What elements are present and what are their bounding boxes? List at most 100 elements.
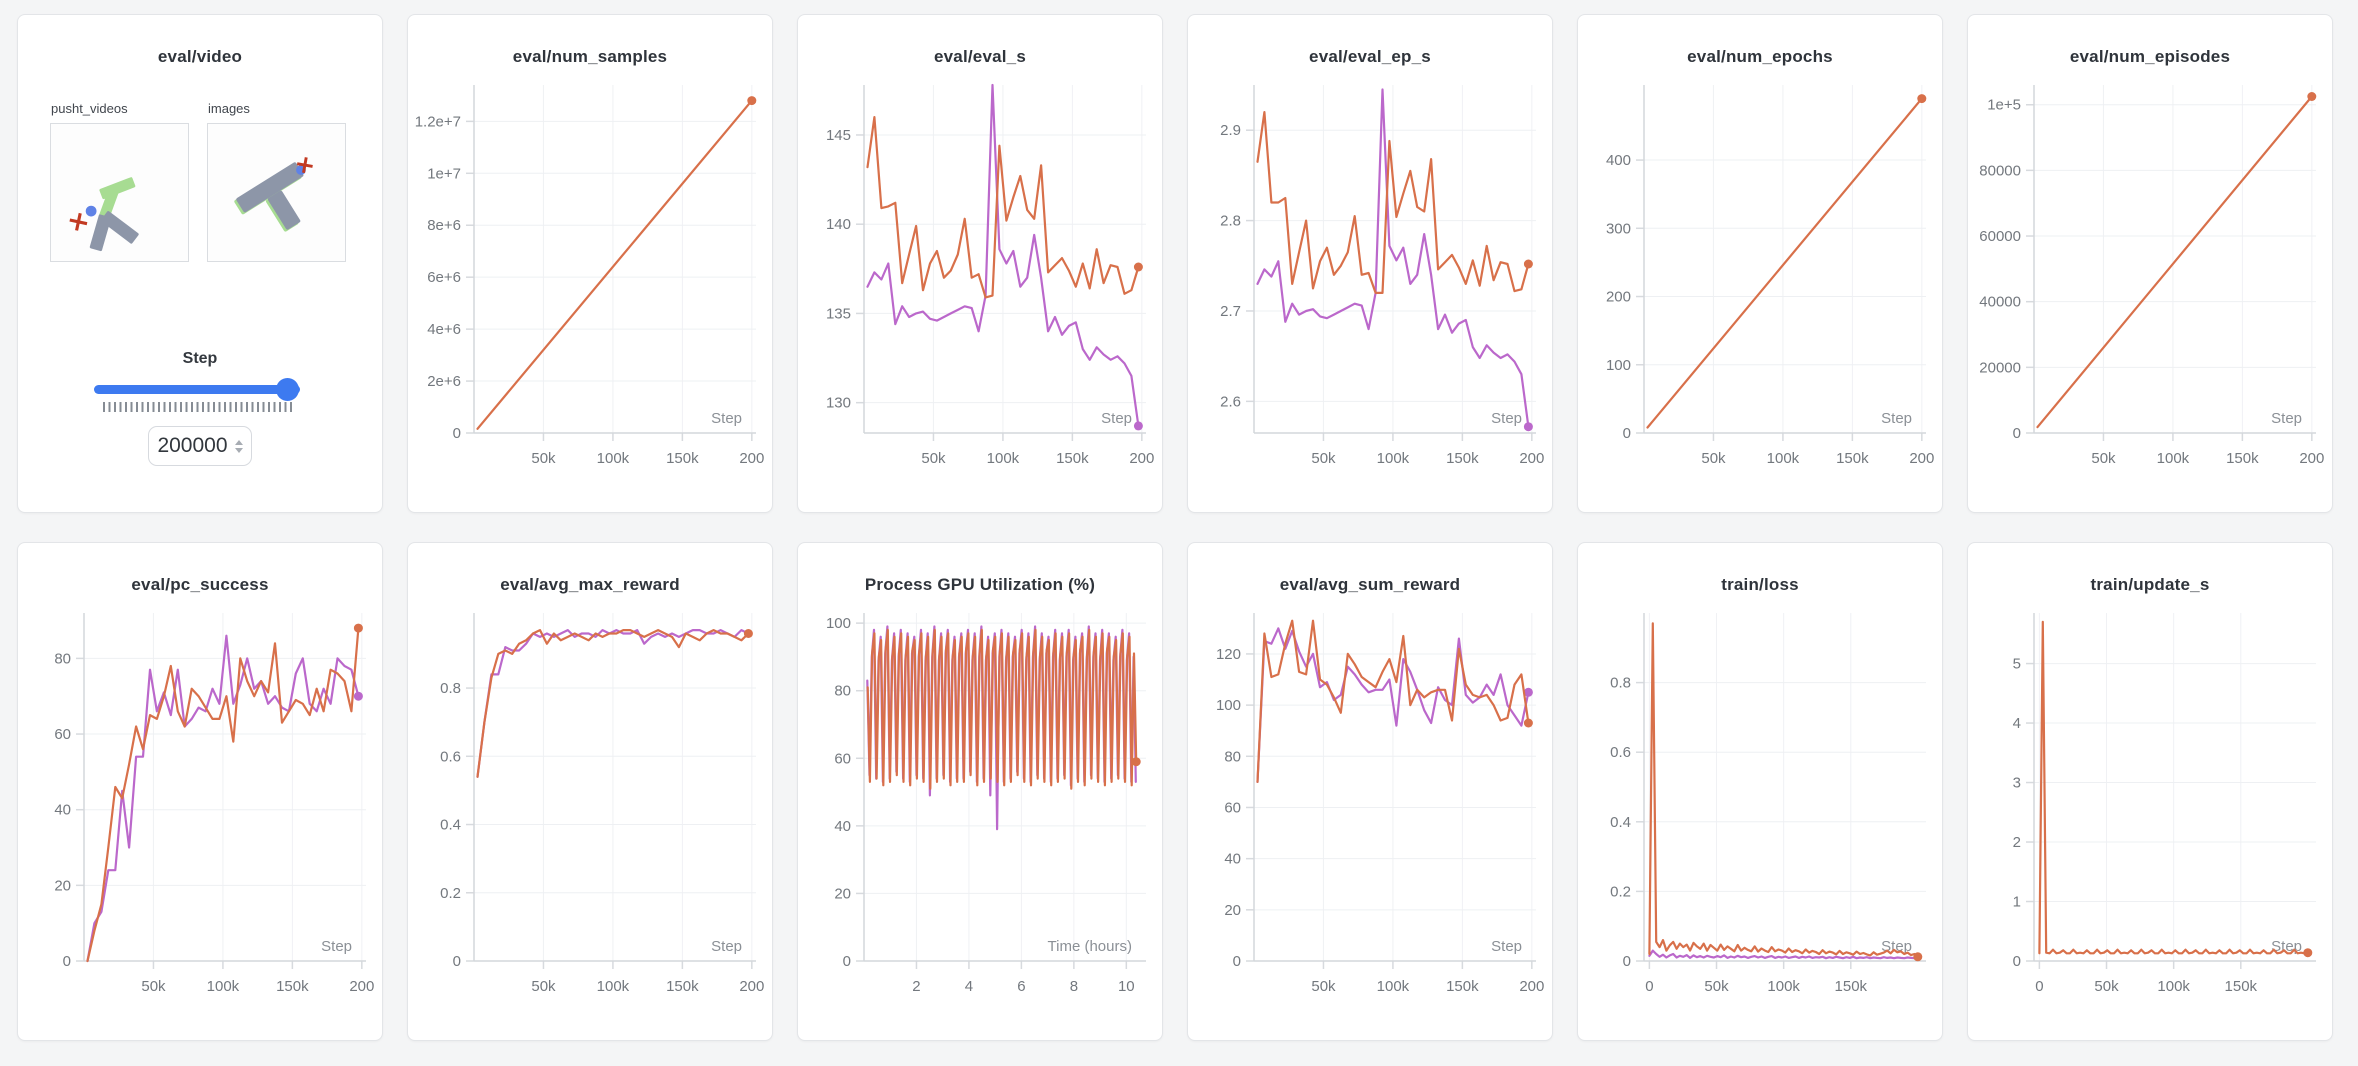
x-axis-title: Step [1491, 938, 1522, 955]
x-axis-title: Step [1491, 410, 1522, 427]
x-tick-label: 100k [597, 978, 630, 995]
step-input[interactable]: 200000 [148, 426, 252, 466]
chart-eval-avg-max-reward[interactable]: 50k 100k 150k 200 0 0.2 0.4 0.6 0.8 Step [412, 599, 768, 1023]
y-tick-label: 0 [2013, 425, 2021, 442]
y-tick-label: 60 [834, 750, 851, 767]
panel-eval-pc-success: eval/pc_success 50k 100k 150k 200 0 20 40 60 80 S… [17, 542, 383, 1041]
x-axis-title: Step [1101, 410, 1132, 427]
y-tick-label: 2.9 [1220, 122, 1241, 139]
x-axis-title: Step [321, 938, 352, 955]
series-purple-run [866, 83, 1140, 427]
slider-thumb[interactable] [276, 378, 299, 401]
step-slider[interactable] [94, 378, 306, 412]
chart-title: eval/eval_s [933, 47, 1026, 66]
y-tick-label: 400 [1606, 152, 1631, 169]
y-tick-label: 0 [453, 425, 461, 442]
panel-eval-num-epochs: eval/num_epochs 50k 100k 150k 200 0 100 200 300… [1577, 14, 1943, 513]
chart-title: train/update_s [2090, 575, 2210, 594]
y-tick-label: 1e+5 [1987, 97, 2021, 114]
y-tick-label: 0 [1623, 953, 1631, 970]
x-tick-label: 4 [965, 978, 973, 995]
x-tick-label: 150k [2226, 450, 2259, 467]
chart-eval-pc-success[interactable]: 50k 100k 150k 200 0 20 40 60 80 Step [22, 599, 378, 1023]
chart-eval-eval-ep-s[interactable]: 50k 100k 150k 200 2.6 2.7 2.8 2.9 Step [1192, 71, 1548, 495]
end-dot-purple-run [353, 691, 363, 701]
end-dot-orange-run [747, 96, 757, 106]
chart-eval-num-samples[interactable]: 50k 100k 150k 200 0 2e+6 4e+6 6e+6 8e+6 1e+7 1.2e+… [412, 71, 768, 495]
series-orange-run [476, 629, 750, 778]
y-tick-label: 0.4 [1610, 814, 1631, 831]
chart-title: eval/eval_ep_s [1309, 47, 1431, 66]
goal-cross-icon [69, 212, 88, 231]
y-tick-label: 2.6 [1220, 393, 1241, 410]
chart-eval-num-episodes[interactable]: 50k 100k 150k 200 0 20000 40000 60000 80000 1e+5 S… [1972, 71, 2328, 495]
x-tick-label: 50k [1311, 978, 1336, 995]
y-tick-label: 80 [1224, 748, 1241, 765]
x-tick-label: 100k [987, 450, 1020, 467]
step-slider-label: Step [182, 350, 218, 367]
y-tick-label: 100 [1216, 697, 1241, 714]
y-tick-label: 130 [826, 395, 851, 412]
goal-cross-icon [296, 157, 313, 174]
x-tick-label: 50k [2094, 978, 2119, 995]
chart-title: eval/avg_max_reward [500, 575, 680, 594]
slider-track[interactable] [94, 385, 300, 394]
images-scene [208, 124, 345, 261]
step-up-icon[interactable] [234, 439, 243, 445]
chart-title: eval/num_samples [512, 47, 668, 66]
y-tick-label: 20 [54, 877, 71, 894]
y-tick-label: 2.7 [1220, 303, 1241, 320]
y-tick-label: 40 [54, 802, 71, 819]
y-tick-label: 120 [1216, 646, 1241, 663]
x-tick-label: 50k [531, 450, 556, 467]
y-tick-label: 4 [2013, 715, 2021, 732]
x-tick-label: 200 [1129, 450, 1154, 467]
x-axis-title: Step [2271, 410, 2302, 427]
chart-eval-eval-s[interactable]: 50k 100k 150k 200 130 135 140 145 Step [802, 71, 1158, 495]
y-tick-label: 0 [843, 953, 851, 970]
y-tick-label: 80 [834, 683, 851, 700]
step-down-icon[interactable] [234, 447, 243, 453]
y-tick-label: 60 [54, 726, 71, 743]
end-dot-orange-run [353, 623, 363, 633]
y-tick-label: 135 [826, 305, 851, 322]
x-tick-label: 100k [1377, 978, 1410, 995]
media-pusht-videos: pusht_videos [50, 101, 189, 262]
pusht-video-thumbnail[interactable] [50, 123, 189, 262]
x-tick-label: 0 [1645, 978, 1653, 995]
series-purple-run [1256, 88, 1530, 428]
x-tick-label: 100k [207, 978, 240, 995]
chart-eval-num-epochs[interactable]: 50k 100k 150k 200 0 100 200 300 400 Step [1582, 71, 1938, 495]
x-tick-label: 100k [1377, 450, 1410, 467]
stepper-arrows[interactable] [234, 439, 243, 453]
x-tick-label: 200 [1519, 978, 1544, 995]
x-tick-label: 200 [349, 978, 374, 995]
chart-eval-avg-sum-reward[interactable]: 50k 100k 150k 200 0 20 40 60 80 100 120 Step [1192, 599, 1548, 1023]
chart-title: train/loss [1721, 575, 1799, 594]
x-axis-title: Step [711, 938, 742, 955]
panel-eval-num-samples: eval/num_samples 50k 100k 150k 200 0 2e+6 4e+6… [407, 14, 773, 513]
panel-eval-eval-ep-s: eval/eval_ep_s 50k 100k 150k 200 2.6 2.7 2.8 2.… [1187, 14, 1553, 513]
panel-eval-num-episodes: eval/num_episodes 50k 100k 150k 200 0 20000 40… [1967, 14, 2333, 513]
x-tick-label: 200 [1519, 450, 1544, 467]
images-thumbnail[interactable] [207, 123, 346, 262]
agent-dot [85, 205, 97, 217]
x-tick-label: 150k [1835, 978, 1868, 995]
y-tick-label: 60000 [1979, 228, 2021, 245]
y-tick-label: 100 [826, 615, 851, 632]
y-tick-label: 40 [1224, 851, 1241, 868]
panel-train-update-s: train/update_s 0 50k 100k 150k 0 1 2 3 4 5 Step [1967, 542, 2333, 1041]
x-tick-label: 100k [1767, 450, 1800, 467]
x-tick-label: 10 [1118, 978, 1135, 995]
slider-tick-ruler [103, 402, 293, 412]
x-tick-label: 150k [2225, 978, 2258, 995]
series-orange-run [476, 99, 753, 430]
x-tick-label: 150k [666, 450, 699, 467]
end-dot-purple-run [1523, 687, 1533, 697]
x-axis-title: Time (hours) [1048, 938, 1132, 955]
y-tick-label: 140 [826, 216, 851, 233]
end-dot-orange-run [1133, 262, 1143, 272]
